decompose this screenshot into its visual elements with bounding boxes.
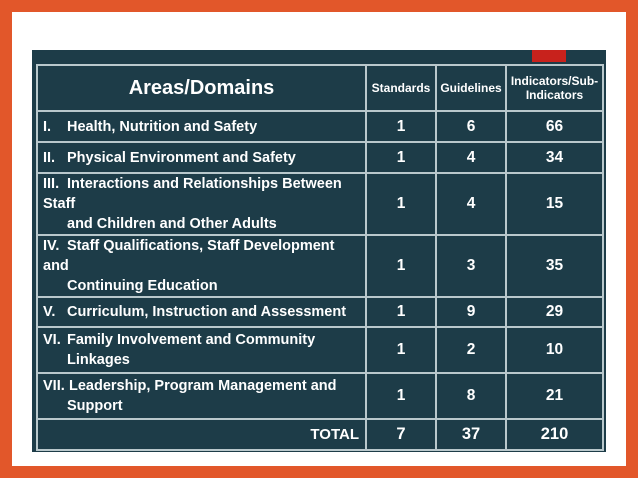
table-row: II. Physical Environment and Safety 1 4 3… — [36, 141, 604, 174]
guidelines-cell: 9 — [435, 296, 507, 328]
header-standards: Standards — [365, 64, 437, 112]
area-title-continued: Linkages — [67, 352, 130, 368]
area-title-continued: Continuing Education — [67, 278, 218, 294]
area-title: Curriculum, Instruction and Assessment — [67, 304, 347, 320]
total-indicators: 210 — [505, 418, 604, 451]
total-standards: 7 — [365, 418, 437, 451]
area-title: Staff Qualifications, Staff Development … — [43, 238, 335, 274]
slide-frame: Areas/Domains Standards Guidelines Indic… — [12, 12, 626, 466]
standards-cell: 1 — [365, 372, 437, 420]
guidelines-cell: 4 — [435, 172, 507, 236]
header-row: Areas/Domains Standards Guidelines Indic… — [36, 64, 604, 112]
table-row: I. Health, Nutrition and Safety 1 6 66 — [36, 110, 604, 143]
header-areas-domains: Areas/Domains — [36, 64, 367, 112]
area-cell: VI. Family Involvement and Community Link… — [36, 326, 367, 374]
table-row: VII. Leadership, Program Management and S… — [36, 372, 604, 420]
area-title-continued: Support — [67, 398, 123, 414]
area-cell: VII. Leadership, Program Management and S… — [36, 372, 367, 420]
area-title-continued: and Children and Other Adults — [67, 216, 277, 232]
table-row: VI. Family Involvement and Community Link… — [36, 326, 604, 374]
header-guidelines: Guidelines — [435, 64, 507, 112]
area-number: I. — [43, 118, 52, 135]
total-row: TOTAL 7 37 210 — [36, 418, 604, 451]
header-indicators-line1: Indicators/Sub- — [510, 74, 599, 88]
area-number: IV. — [43, 238, 60, 254]
header-indicators-line2: Indicators — [525, 88, 584, 102]
standards-cell: 1 — [365, 296, 437, 328]
accent-tab — [532, 50, 566, 62]
area-number: II. — [43, 149, 56, 166]
area-title: Physical Environment and Safety — [67, 149, 296, 166]
table-row: V. Curriculum, Instruction and Assessment… — [36, 296, 604, 328]
indicators-cell: 15 — [505, 172, 604, 236]
standards-cell: 1 — [365, 234, 437, 298]
standards-cell: 1 — [365, 141, 437, 174]
header-indicators: Indicators/Sub- Indicators — [505, 64, 604, 112]
guidelines-cell: 3 — [435, 234, 507, 298]
area-number: V. — [43, 304, 56, 320]
area-number: VII. — [43, 378, 65, 394]
standards-cell: 1 — [365, 110, 437, 143]
guidelines-cell: 2 — [435, 326, 507, 374]
area-title: Health, Nutrition and Safety — [67, 118, 258, 135]
total-guidelines: 37 — [435, 418, 507, 451]
indicators-cell: 21 — [505, 372, 604, 420]
area-cell: III. Interactions and Relationships Betwe… — [36, 172, 367, 236]
area-title: Leadership, Program Management and — [69, 378, 337, 394]
standards-table: Areas/Domains Standards Guidelines Indic… — [36, 64, 604, 451]
area-cell: V. Curriculum, Instruction and Assessment — [36, 296, 367, 328]
guidelines-cell: 4 — [435, 141, 507, 174]
area-cell: IV. Staff Qualifications, Staff Developme… — [36, 234, 367, 298]
area-cell: I. Health, Nutrition and Safety — [36, 110, 367, 143]
area-cell: II. Physical Environment and Safety — [36, 141, 367, 174]
table-row: IV. Staff Qualifications, Staff Developme… — [36, 234, 604, 298]
indicators-cell: 34 — [505, 141, 604, 174]
indicators-cell: 35 — [505, 234, 604, 298]
area-title: Interactions and Relationships Between S… — [43, 176, 342, 212]
guidelines-cell: 6 — [435, 110, 507, 143]
area-number: VI. — [43, 332, 61, 348]
indicators-cell: 29 — [505, 296, 604, 328]
indicators-cell: 66 — [505, 110, 604, 143]
indicators-cell: 10 — [505, 326, 604, 374]
standards-cell: 1 — [365, 172, 437, 236]
area-title: Family Involvement and Community — [67, 332, 316, 348]
standards-cell: 1 — [365, 326, 437, 374]
slide: Areas/Domains Standards Guidelines Indic… — [32, 50, 606, 452]
area-number: III. — [43, 176, 60, 192]
total-label: TOTAL — [36, 418, 367, 451]
table-row: III. Interactions and Relationships Betwe… — [36, 172, 604, 236]
guidelines-cell: 8 — [435, 372, 507, 420]
